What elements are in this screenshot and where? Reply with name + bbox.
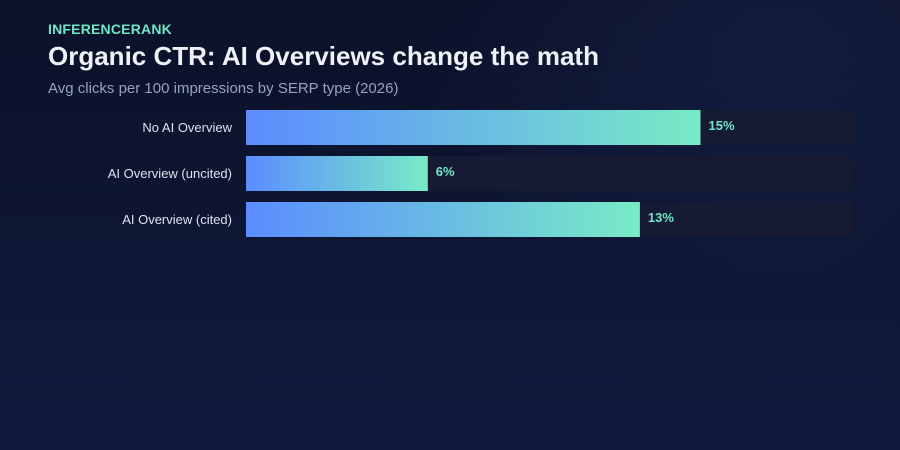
bars-layer: No AI Overview 15% AI Overview (uncited) 6%… — [108, 110, 853, 237]
category-label: AI Overview (uncited) — [108, 166, 232, 181]
value-label: 15% — [709, 118, 735, 133]
brand-label: INFERENCERANK — [48, 21, 172, 37]
bar — [246, 202, 640, 237]
value-label: 13% — [648, 210, 674, 225]
chart-title: Organic CTR: AI Overviews change the mat… — [48, 41, 599, 71]
value-label: 6% — [436, 164, 455, 179]
bar — [246, 156, 428, 191]
category-label: No AI Overview — [142, 120, 232, 135]
bar — [246, 110, 701, 145]
category-label: AI Overview (cited) — [122, 212, 232, 227]
chart-subtitle: Avg clicks per 100 impressions by SERP t… — [48, 80, 399, 97]
